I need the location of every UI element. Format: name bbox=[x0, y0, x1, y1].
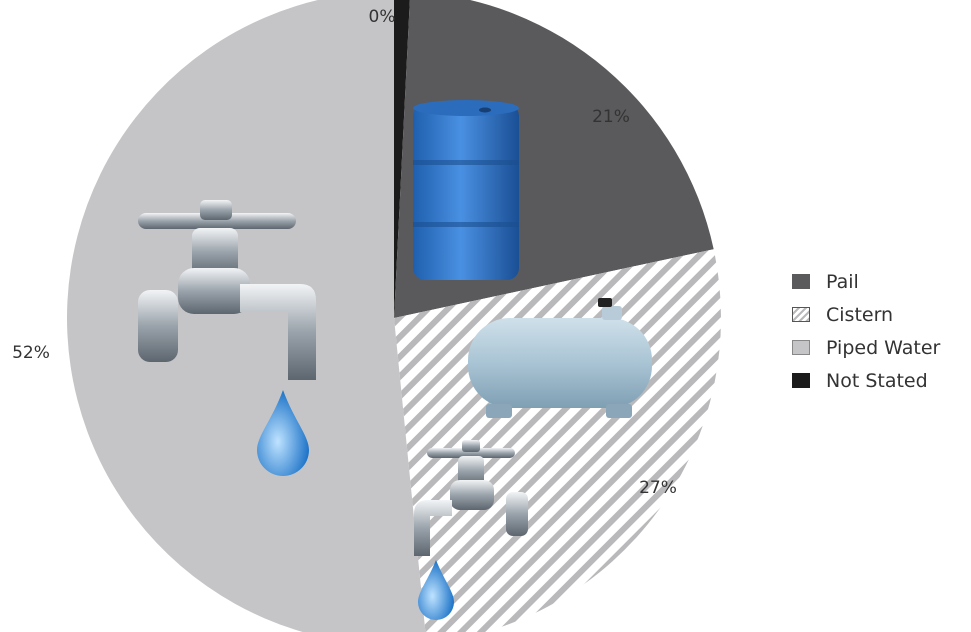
data-label-piped-water: 52% bbox=[12, 343, 50, 363]
legend-item-cistern: Cistern bbox=[792, 301, 940, 328]
pie-slice-not-stated bbox=[394, 0, 410, 318]
legend-label: Piped Water bbox=[826, 336, 941, 359]
legend-swatch-pail bbox=[792, 274, 810, 289]
legend-label: Not Stated bbox=[826, 369, 928, 392]
data-label-cistern: 27% bbox=[639, 478, 677, 498]
legend-swatch-cistern bbox=[792, 307, 810, 322]
legend-label: Cistern bbox=[826, 303, 894, 326]
legend-swatch-not-stated bbox=[792, 373, 810, 388]
data-label-not-stated: 0% bbox=[369, 7, 396, 27]
legend-item-piped-water: Piped Water bbox=[792, 334, 940, 361]
legend-item-pail: Pail bbox=[792, 268, 940, 295]
legend-item-not-stated: Not Stated bbox=[792, 367, 940, 394]
water-drop-icon bbox=[257, 390, 309, 476]
barrel-icon bbox=[413, 100, 519, 280]
legend: Pail Cistern Piped Water Not Stated bbox=[792, 268, 940, 400]
legend-label: Pail bbox=[826, 270, 859, 293]
data-label-pail: 21% bbox=[592, 107, 630, 127]
water-tank-icon bbox=[468, 298, 652, 418]
faucet-icon bbox=[414, 440, 528, 556]
water-drop-icon bbox=[418, 560, 454, 620]
pie-slice-piped-water bbox=[67, 0, 426, 632]
faucet-icon bbox=[138, 200, 316, 380]
legend-swatch-piped-water bbox=[792, 340, 810, 355]
